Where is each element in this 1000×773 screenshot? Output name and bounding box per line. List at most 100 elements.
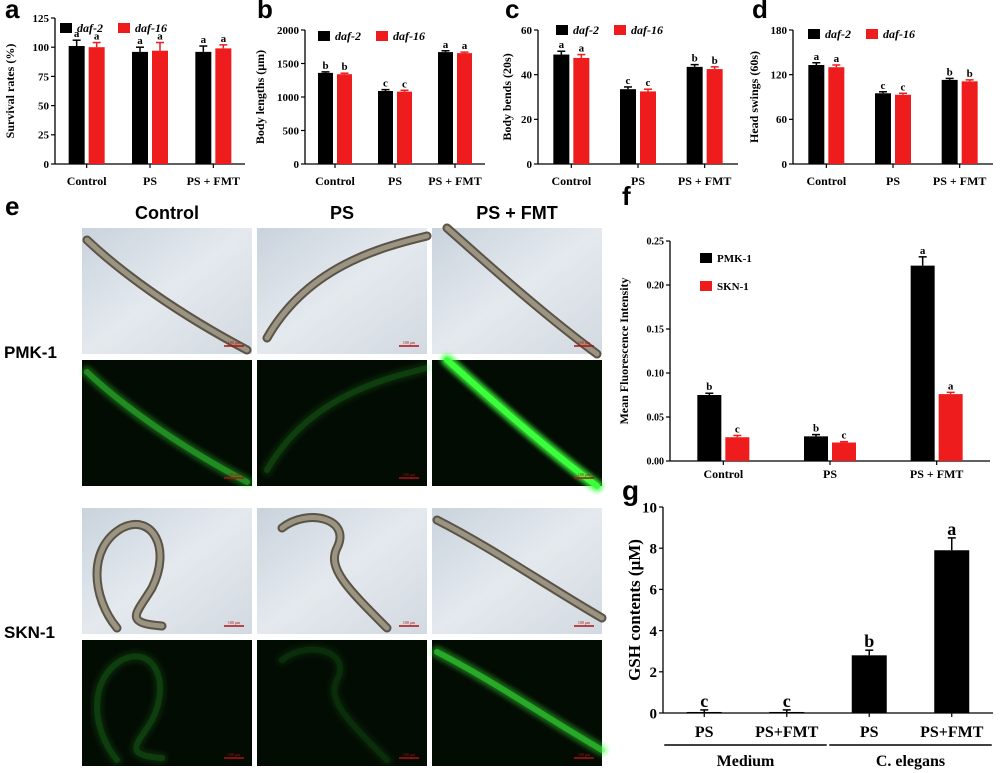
legend-label: daf-2 bbox=[573, 23, 599, 37]
legend-swatch bbox=[700, 281, 712, 291]
bar bbox=[573, 57, 590, 164]
significance-label: c bbox=[402, 78, 407, 90]
significance-label: c bbox=[881, 80, 886, 92]
legend-swatch bbox=[614, 25, 626, 35]
legend-swatch bbox=[556, 25, 568, 35]
significance-label: a bbox=[157, 31, 163, 43]
column-header: PS + FMT bbox=[476, 203, 558, 223]
x-tick-label: PS bbox=[886, 174, 900, 188]
significance-label: a bbox=[814, 51, 820, 63]
legend-swatch bbox=[60, 23, 72, 33]
significance-label: a bbox=[221, 33, 227, 45]
micrograph-brightfield: 100 μm bbox=[432, 223, 602, 359]
scale-bar-label: 100 μm bbox=[403, 620, 416, 625]
worm-fluorescence-glow bbox=[431, 646, 608, 756]
bar bbox=[851, 655, 887, 713]
x-tick-label: PS + FMT bbox=[428, 174, 482, 188]
legend-label: daf-2 bbox=[77, 21, 103, 35]
x-tick-label: PS + FMT bbox=[187, 174, 241, 188]
legend-label: daf-16 bbox=[393, 29, 425, 43]
worm-body bbox=[94, 522, 165, 631]
x-tick-label: PS bbox=[823, 467, 837, 481]
y-tick-label: 125 bbox=[33, 13, 50, 25]
micrograph-brightfield: 100 μm bbox=[257, 508, 427, 634]
y-tick-label: 0.20 bbox=[647, 281, 665, 292]
bar bbox=[68, 46, 85, 165]
bar bbox=[152, 50, 168, 165]
x-tick-label: PS bbox=[631, 174, 645, 188]
x-tick-label: PS bbox=[388, 174, 402, 188]
significance-label: a bbox=[579, 43, 585, 55]
bar bbox=[934, 550, 970, 713]
significance-label: a bbox=[137, 35, 143, 47]
significance-label: c bbox=[646, 77, 651, 89]
y-tick-label: 0 bbox=[527, 159, 533, 171]
legend-label: daf-16 bbox=[883, 27, 915, 41]
significance-label: b bbox=[864, 631, 874, 651]
y-tick-label: 0.00 bbox=[647, 457, 665, 468]
scale-bar-label: 100 μm bbox=[578, 620, 591, 625]
bar bbox=[697, 395, 722, 461]
significance-label: a bbox=[201, 34, 207, 46]
y-tick-label: 1500 bbox=[277, 58, 300, 70]
worm-fluorescence-glow bbox=[261, 362, 433, 476]
significance-label: c bbox=[901, 81, 906, 93]
panel-letter-c: c bbox=[505, 0, 519, 24]
x-tick-label: PS + FMT bbox=[678, 174, 732, 188]
x-tick-label: PS bbox=[143, 174, 157, 188]
y-tick-label: 500 bbox=[283, 125, 300, 137]
legend-label: PMK-1 bbox=[717, 253, 752, 265]
y-tick-label: 0 bbox=[650, 706, 658, 722]
worm-fluorescence bbox=[264, 365, 430, 473]
bar bbox=[378, 90, 393, 164]
y-tick-label: 2 bbox=[650, 665, 658, 681]
bar bbox=[88, 47, 105, 165]
bar bbox=[620, 89, 636, 164]
y-tick-label: 100 bbox=[33, 42, 50, 54]
scale-bar-label: 100 μm bbox=[403, 472, 416, 477]
group-label: C. elegans bbox=[876, 753, 945, 770]
y-axis-label: GSH contents (μM) bbox=[625, 539, 644, 681]
significance-label: b bbox=[322, 60, 328, 72]
x-tick-label: Control bbox=[551, 174, 591, 188]
chart-panel-g: g GSH contents (μM) 0 2 4 6 8 10 c PS c PS+FMT b PS a P… bbox=[622, 475, 993, 770]
worm-fluorescence-glow bbox=[81, 366, 253, 488]
micrograph-fluorescence: 100 μm bbox=[431, 640, 608, 766]
panel-letter-a: a bbox=[5, 0, 20, 24]
significance-label: b bbox=[692, 53, 698, 65]
significance-label: a bbox=[74, 28, 80, 40]
legend-label: SKN-1 bbox=[717, 281, 749, 293]
legend-swatch bbox=[866, 29, 878, 39]
panel-letter-d: d bbox=[752, 0, 768, 24]
scale-bar-label: 100 μm bbox=[403, 340, 416, 345]
bar bbox=[769, 711, 805, 713]
scale-bar-label: 100 μm bbox=[578, 472, 591, 477]
bar bbox=[686, 711, 722, 713]
significance-label: a bbox=[94, 31, 100, 43]
chart-panel-b: b Body lengths (μm) 0 500 1000 1500 2000 b b Cont… bbox=[253, 0, 485, 188]
significance-label: a bbox=[920, 245, 926, 257]
legend-label: daf-16 bbox=[135, 21, 167, 35]
y-tick-label: 0 bbox=[44, 159, 50, 171]
scale-bar-label: 100 μm bbox=[228, 340, 241, 345]
y-axis-label: Survival rates (%) bbox=[3, 44, 17, 139]
micrograph-brightfield: 100 μm bbox=[82, 508, 252, 634]
legend-label: daf-16 bbox=[631, 23, 663, 37]
bar bbox=[938, 394, 963, 461]
significance-label: b bbox=[967, 68, 973, 80]
y-tick-label: 180 bbox=[771, 25, 788, 37]
worm-fluorescence bbox=[94, 653, 165, 763]
chart-panel-d: d Head swings (60s) 0 60 120 180 a a Control c c PS… bbox=[747, 0, 993, 188]
significance-label: c bbox=[842, 430, 847, 442]
y-tick-label: 4 bbox=[650, 624, 658, 640]
worm-fluorescence bbox=[279, 646, 390, 763]
bar bbox=[875, 93, 891, 164]
worm-fluorescence bbox=[84, 369, 250, 485]
worm-fluorescence-glow bbox=[276, 643, 393, 766]
significance-label: a bbox=[559, 39, 565, 51]
bar bbox=[961, 81, 978, 164]
worm-body bbox=[279, 515, 390, 631]
bar bbox=[457, 53, 472, 164]
y-tick-label: 1000 bbox=[277, 92, 300, 104]
